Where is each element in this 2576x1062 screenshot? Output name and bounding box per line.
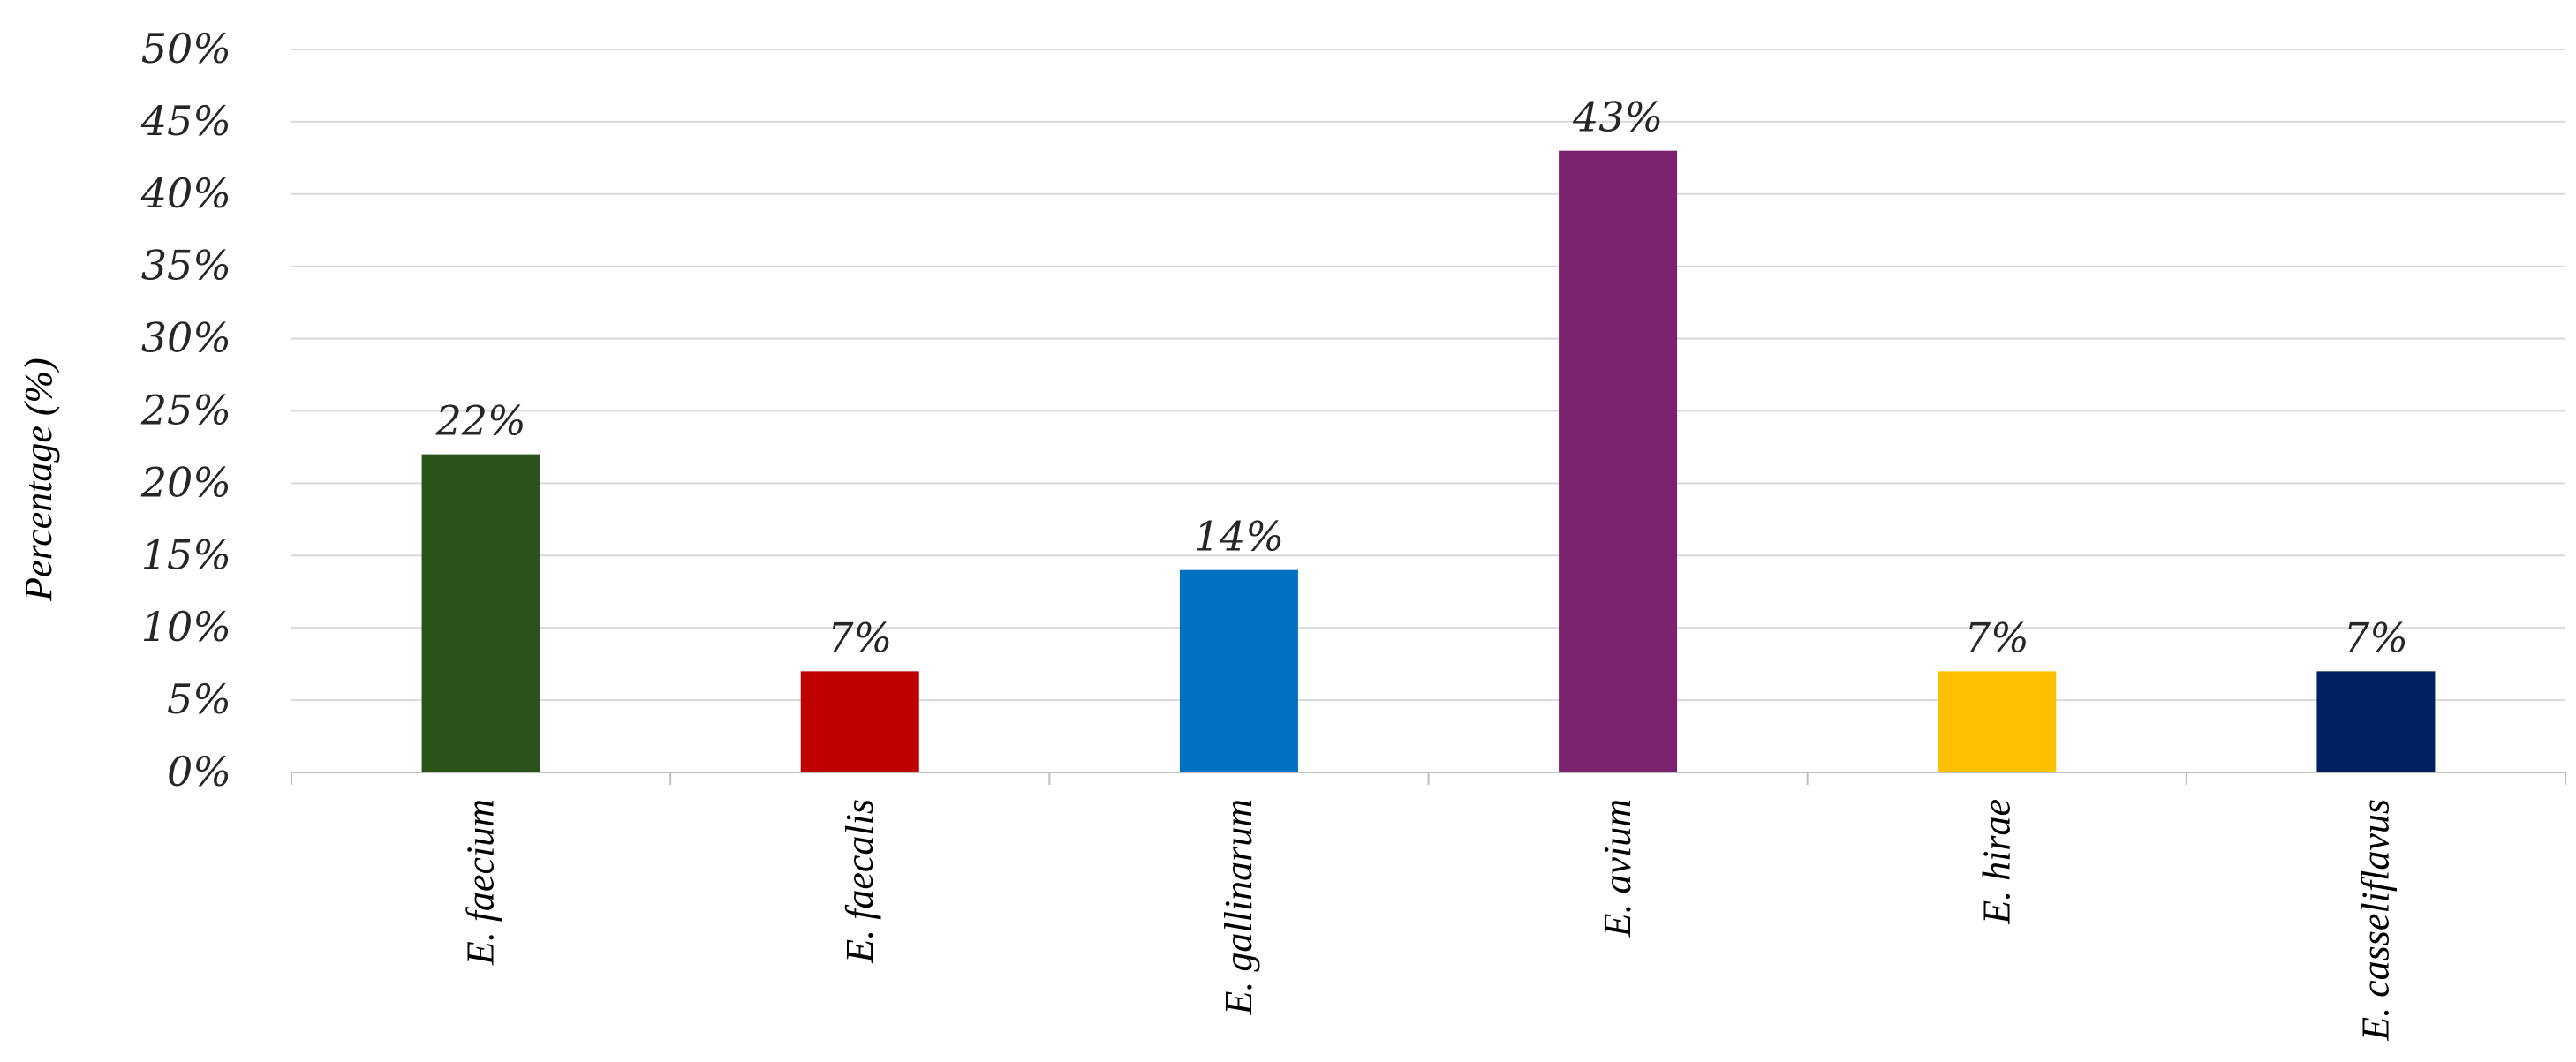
y-tick-label: 35% <box>141 242 231 290</box>
y-tick-label: 30% <box>141 314 231 362</box>
bar <box>421 454 540 772</box>
y-tick-label: 15% <box>141 531 231 578</box>
data-label: 14% <box>1194 513 1284 561</box>
y-tick-label: 40% <box>140 169 231 217</box>
bar <box>1559 150 1678 772</box>
y-tick-label: 45% <box>140 97 231 145</box>
data-label: 7% <box>827 614 892 661</box>
y-axis-title: Percentage (%) <box>17 358 60 602</box>
data-label: 7% <box>2344 614 2408 661</box>
x-axis <box>291 772 2566 785</box>
y-tick-label: 5% <box>167 675 231 723</box>
x-axis-category-labels: E. faecium E. faecalis E. gallinarum E. avi… <box>459 799 2398 1042</box>
y-tick-label: 0% <box>167 748 231 795</box>
y-tick-label: 25% <box>140 387 231 434</box>
data-labels: 22% 7% 14% 43% 7% 7% <box>434 94 2407 662</box>
bar <box>800 671 919 772</box>
x-tick-label: E. hirae <box>1975 799 2018 925</box>
bars <box>421 150 2436 772</box>
x-tick-label: E. avium <box>1596 799 1639 938</box>
y-tick-label: 10% <box>141 603 231 651</box>
x-tick-label: E. casseliflavus <box>2353 799 2397 1042</box>
bar <box>1179 569 1298 772</box>
data-label: 43% <box>1572 94 1663 141</box>
data-label: 22% <box>434 397 525 445</box>
gridlines <box>291 49 2565 702</box>
bar <box>1938 671 2057 772</box>
bar <box>2316 671 2436 772</box>
x-tick-label: E. faecium <box>459 799 502 966</box>
y-tick-label: 20% <box>140 458 231 506</box>
data-label: 7% <box>1965 614 2029 661</box>
y-tick-label: 50% <box>141 25 231 72</box>
x-tick-label: E. gallinarum <box>1217 799 1260 1015</box>
y-axis-tick-labels: 0% 5% 10% 15% 20% 25% 30% 35% 40% 45% 50% <box>140 25 231 795</box>
x-tick-label: E. faecalis <box>838 799 881 964</box>
